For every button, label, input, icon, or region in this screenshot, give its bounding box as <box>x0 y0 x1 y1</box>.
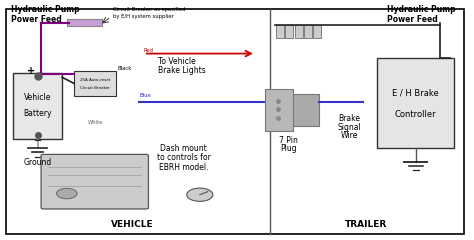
Bar <box>293 94 319 126</box>
Text: E / H Brake: E / H Brake <box>392 88 439 97</box>
Text: Power Feed: Power Feed <box>11 15 62 24</box>
Text: Brake: Brake <box>338 114 360 123</box>
Bar <box>295 25 302 38</box>
Text: Circuit Breaker: Circuit Breaker <box>80 85 109 90</box>
Text: Battery: Battery <box>23 109 52 118</box>
Text: White: White <box>88 120 103 125</box>
Bar <box>74 71 116 96</box>
Text: VEHICLE: VEHICLE <box>111 220 154 229</box>
Text: Circuit Breaker as specified: Circuit Breaker as specified <box>113 7 186 12</box>
Text: Hydraulic Pump: Hydraulic Pump <box>11 5 79 14</box>
Text: To Vehicle: To Vehicle <box>158 57 196 66</box>
Circle shape <box>56 188 77 199</box>
FancyBboxPatch shape <box>41 154 148 209</box>
Text: Power Feed: Power Feed <box>387 15 438 24</box>
Text: Ground: Ground <box>23 158 52 167</box>
Text: 7 Pin: 7 Pin <box>279 136 298 145</box>
Text: Controller: Controller <box>395 110 437 119</box>
Text: Blue: Blue <box>139 93 151 98</box>
Text: Plug: Plug <box>280 144 297 153</box>
Text: Black: Black <box>118 66 132 72</box>
Text: −: − <box>34 136 42 146</box>
Bar <box>313 25 321 38</box>
Text: Red: Red <box>144 48 154 53</box>
Text: Dash mount: Dash mount <box>160 144 207 153</box>
Text: to controls for: to controls for <box>156 153 210 162</box>
Bar <box>304 25 312 38</box>
Bar <box>276 25 284 38</box>
Bar <box>265 89 293 131</box>
Circle shape <box>187 188 213 201</box>
Text: Wire: Wire <box>340 131 358 140</box>
Text: Hydraulic Pump: Hydraulic Pump <box>387 5 455 14</box>
Text: TRAILER: TRAILER <box>345 220 387 229</box>
Text: Signal: Signal <box>337 123 361 132</box>
Text: Brake Lights: Brake Lights <box>158 66 206 75</box>
Bar <box>285 25 293 38</box>
Text: +: + <box>27 66 35 76</box>
Bar <box>377 58 454 149</box>
Text: by E/H system supplier: by E/H system supplier <box>113 14 174 19</box>
Bar <box>13 72 62 139</box>
Bar <box>67 19 102 26</box>
Text: EBRH model.: EBRH model. <box>159 163 208 172</box>
Text: Vehicle: Vehicle <box>24 93 51 102</box>
Text: 25A Auto-reset: 25A Auto-reset <box>80 78 110 82</box>
